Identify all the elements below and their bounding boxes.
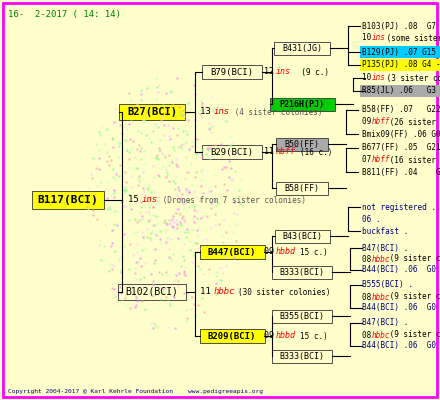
Bar (119, 104, 185, 120)
Bar (32, 191, 104, 209)
Text: B129(PJ) .07 G15 -AthosS80R: B129(PJ) .07 G15 -AthosS80R (362, 48, 440, 56)
Bar (276, 138, 328, 150)
Bar (272, 310, 332, 322)
Bar (199, 245, 264, 259)
Text: 11: 11 (264, 148, 279, 156)
Text: B44(BCI) .06  G0 -not registe: B44(BCI) .06 G0 -not registe (362, 266, 440, 274)
Text: hbbd: hbbd (276, 248, 296, 256)
Text: B117(BCI): B117(BCI) (38, 195, 99, 205)
Text: B47(BCI) .              no more: B47(BCI) . no more (362, 318, 440, 328)
Text: B58(FF): B58(FF) (285, 184, 319, 192)
Text: ins: ins (214, 108, 230, 116)
Text: B333(BCI): B333(BCI) (279, 268, 324, 276)
Text: hbff: hbff (372, 156, 390, 164)
Text: B447(BCI): B447(BCI) (208, 248, 256, 256)
Bar (274, 42, 330, 54)
Text: hbbc: hbbc (372, 330, 390, 340)
Text: (9 sister colonies): (9 sister colonies) (385, 292, 440, 302)
Text: (9 sister colonies): (9 sister colonies) (385, 330, 440, 340)
Text: B44(BCI) .06  G0 -not registe: B44(BCI) .06 G0 -not registe (362, 304, 440, 312)
Bar (272, 266, 332, 278)
Text: B811(FF) .04    G27 -B-xxx43: B811(FF) .04 G27 -B-xxx43 (362, 168, 440, 176)
Text: B677(FF) .05  G21 -Sinop62R: B677(FF) .05 G21 -Sinop62R (362, 144, 440, 152)
Text: 08: 08 (362, 292, 376, 302)
Text: 13: 13 (200, 108, 216, 116)
Text: 09: 09 (264, 332, 279, 340)
Text: (Drones from 7 sister colonies): (Drones from 7 sister colonies) (158, 196, 306, 204)
Text: B333(BCI): B333(BCI) (279, 352, 324, 360)
Text: P216H(PJ): P216H(PJ) (279, 100, 324, 108)
Text: B209(BCI): B209(BCI) (208, 332, 256, 340)
Text: ins: ins (372, 74, 386, 82)
Text: 15: 15 (128, 196, 144, 204)
Text: (9 c.): (9 c.) (292, 68, 329, 76)
Bar (269, 98, 334, 110)
Text: hbbc: hbbc (372, 292, 390, 302)
Text: buckfast .              no more: buckfast . no more (362, 226, 440, 236)
Bar (118, 284, 186, 300)
Text: 07: 07 (362, 156, 376, 164)
Text: ins: ins (372, 34, 386, 42)
Bar (199, 329, 264, 343)
Text: ins: ins (142, 196, 158, 204)
Bar (276, 182, 328, 194)
Text: B58(FF) .07   G22 -Sinop62R: B58(FF) .07 G22 -Sinop62R (362, 106, 440, 114)
Text: B355(BCI): B355(BCI) (279, 312, 324, 320)
Text: 09: 09 (264, 248, 279, 256)
Text: 09: 09 (362, 118, 376, 126)
Text: B29(BCI): B29(BCI) (210, 148, 253, 156)
Text: B102(BCI): B102(BCI) (125, 287, 179, 297)
Text: (3 sister colonies): (3 sister colonies) (382, 74, 440, 82)
Text: (26 sister colonies): (26 sister colonies) (385, 118, 440, 126)
Text: B27(BCI): B27(BCI) (127, 107, 177, 117)
Text: hbbc: hbbc (372, 254, 390, 264)
Text: Copyright 2004-2017 @ Karl Kehrle Foundation    www.pedigreeapis.org: Copyright 2004-2017 @ Karl Kehrle Founda… (8, 389, 263, 394)
Bar (360, 59, 440, 71)
Text: B47(BCI) .              no more: B47(BCI) . no more (362, 244, 440, 252)
Text: R85(JL) .06   G3 -PrimRed01: R85(JL) .06 G3 -PrimRed01 (362, 86, 440, 96)
Text: (16 sister colonies): (16 sister colonies) (385, 156, 440, 164)
Text: 08: 08 (362, 254, 376, 264)
Text: hbbc: hbbc (214, 288, 235, 296)
Text: (16 c.): (16 c.) (300, 148, 332, 156)
Bar (202, 65, 262, 79)
Text: P135(PJ) .08 G4 -PrimGreen00: P135(PJ) .08 G4 -PrimGreen00 (362, 60, 440, 70)
Bar (272, 350, 332, 362)
Bar (275, 230, 330, 242)
Text: B43(BCI): B43(BCI) (282, 232, 322, 240)
Bar (202, 145, 262, 159)
Text: ins: ins (276, 68, 291, 76)
Text: 10: 10 (362, 34, 376, 42)
Text: (4 sister colonies): (4 sister colonies) (230, 108, 323, 116)
Text: (9 sister colonies): (9 sister colonies) (385, 254, 440, 264)
Text: B50(FF): B50(FF) (285, 140, 319, 148)
Text: 15 c.): 15 c.) (300, 248, 328, 256)
Text: hbff: hbff (372, 118, 390, 126)
Text: 08: 08 (362, 330, 376, 340)
Text: not registered .        no more: not registered . no more (362, 202, 440, 212)
Text: B555(BCI) .             no more: B555(BCI) . no more (362, 280, 440, 290)
Text: (some sister colonies): (some sister colonies) (382, 34, 440, 42)
Text: B79(BCI): B79(BCI) (210, 68, 253, 76)
Text: hbff: hbff (276, 148, 296, 156)
Text: (30 sister colonies): (30 sister colonies) (238, 288, 330, 296)
Text: B103(PJ) .08  G7 -Cankiri97Q: B103(PJ) .08 G7 -Cankiri97Q (362, 22, 440, 30)
Text: 10: 10 (362, 74, 376, 82)
Bar (360, 85, 440, 97)
Text: 06 .: 06 . (362, 214, 381, 224)
Text: B431(JG): B431(JG) (282, 44, 322, 52)
Text: B44(BCI) .06  G0 -not registe: B44(BCI) .06 G0 -not registe (362, 342, 440, 350)
Text: 15 c.): 15 c.) (300, 332, 328, 340)
Text: hbbd: hbbd (276, 332, 296, 340)
Text: 11: 11 (200, 288, 216, 296)
Text: Bmix09(FF) .06 G0 -Drones oft: Bmix09(FF) .06 G0 -Drones oft (362, 130, 440, 138)
Text: 16-  2-2017 ( 14: 14): 16- 2-2017 ( 14: 14) (8, 10, 121, 19)
Text: 12: 12 (264, 68, 279, 76)
Bar (360, 46, 440, 58)
